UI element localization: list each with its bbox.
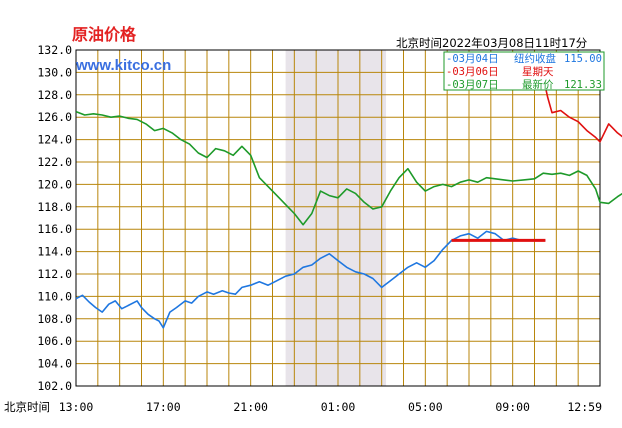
y-tick-label: 102.0	[37, 379, 72, 393]
series-line	[75, 110, 622, 226]
y-tick-label: 112.0	[37, 267, 72, 281]
y-axis-ticks: 102.0 104.0 106.0 108.0 110.0 112.0 114.0 116.0…	[37, 43, 72, 393]
y-tick-label: 124.0	[37, 133, 72, 147]
shaded-region	[285, 50, 387, 386]
y-tick-label: 126.0	[37, 110, 72, 124]
y-tick-label: 108.0	[37, 312, 72, 326]
legend-entry: -03月06日 星期天	[446, 66, 554, 78]
y-tick-label: 110.0	[37, 289, 72, 303]
legend-date: -03月06日	[446, 66, 499, 78]
grid-lines	[75, 49, 601, 387]
x-tick-label: 17:00	[146, 400, 181, 414]
legend-date: -03月07日	[446, 79, 499, 91]
legend-desc: 最新价	[522, 78, 554, 91]
legend-entry: -03月04日 纽约收盘 115.00	[446, 52, 602, 65]
x-tick-label: 09:00	[495, 400, 530, 414]
series-line	[542, 76, 622, 143]
x-tick-label: 13:00	[59, 400, 94, 414]
legend: -03月04日 纽约收盘 115.00 -03月06日 星期天 -03月07日 …	[443, 51, 605, 91]
series-lines	[75, 76, 622, 329]
y-tick-label: 132.0	[37, 43, 72, 57]
y-tick-label: 122.0	[37, 155, 72, 169]
y-tick-label: 106.0	[37, 334, 72, 348]
y-tick-label: 116.0	[37, 222, 72, 236]
chart-title: 原油价格	[72, 25, 137, 44]
x-tick-label: 21:00	[233, 400, 268, 414]
y-tick-label: 114.0	[37, 245, 72, 259]
legend-value: 121.33	[564, 79, 602, 91]
y-tick-label: 104.0	[37, 357, 72, 371]
legend-date: -03月04日	[446, 53, 499, 65]
y-tick-label: 128.0	[37, 88, 72, 102]
timestamp: 北京时间2022年03月08日11时17分	[396, 36, 588, 50]
site-url: www.kitco.cn	[75, 57, 171, 74]
x-tick-label: 01:00	[321, 400, 356, 414]
x-tick-label: 12:59	[567, 400, 602, 414]
x-axis-ticks: 13:00 17:00 21:00 01:00 05:00 09:00 12:59	[59, 400, 602, 414]
y-tick-label: 118.0	[37, 200, 72, 214]
legend-value: 115.00	[564, 53, 602, 65]
y-tick-label: 130.0	[37, 65, 72, 79]
legend-desc: 纽约收盘	[514, 52, 556, 65]
y-tick-label: 120.0	[37, 177, 72, 191]
legend-entry: -03月07日 最新价 121.33	[446, 78, 602, 91]
legend-box	[443, 51, 605, 91]
x-tick-label: 05:00	[408, 400, 443, 414]
plot-frame	[75, 49, 601, 387]
x-axis-label: 北京时间	[4, 400, 50, 414]
legend-desc: 星期天	[522, 66, 554, 78]
